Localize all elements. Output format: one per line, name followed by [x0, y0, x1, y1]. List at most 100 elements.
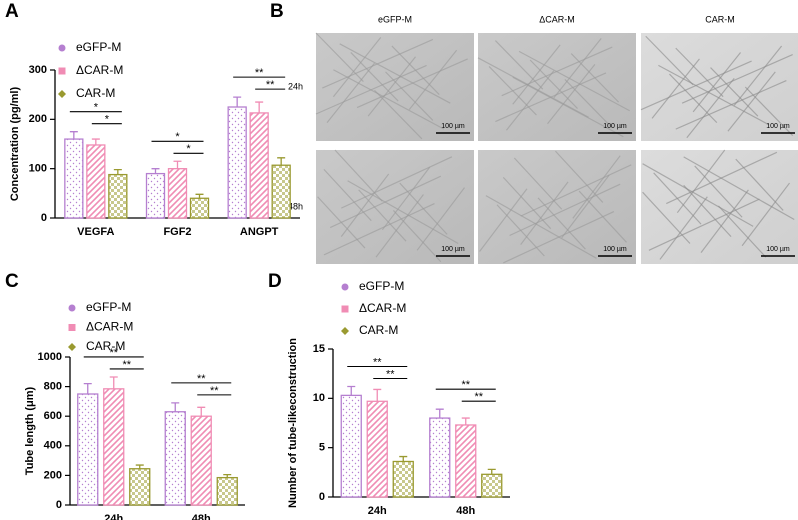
bar	[249, 112, 269, 219]
texture	[554, 150, 604, 203]
significance-label: **	[210, 385, 219, 397]
error-bar	[347, 385, 356, 396]
texture	[648, 198, 760, 251]
bar	[271, 164, 291, 219]
texture	[385, 71, 434, 121]
texture	[392, 210, 442, 263]
y-tick-label: 200	[44, 469, 62, 481]
texture	[356, 58, 468, 109]
bar	[167, 168, 188, 219]
legend-marker	[341, 283, 349, 291]
legend-label: eGFP-M	[86, 300, 131, 314]
error-bar	[233, 96, 242, 107]
texture	[479, 188, 528, 252]
bar	[64, 138, 84, 219]
texture	[741, 182, 790, 247]
bar	[481, 473, 503, 498]
significance-label: **	[109, 347, 118, 359]
row-label: 48h	[288, 201, 303, 211]
y-tick-label: 800	[44, 381, 62, 393]
texture	[408, 49, 458, 111]
texture	[683, 156, 795, 221]
texture	[564, 79, 613, 129]
texture	[553, 38, 602, 99]
error-bar	[399, 455, 408, 462]
row-label: 24h	[288, 81, 303, 91]
bar	[366, 400, 388, 498]
texture	[505, 70, 555, 131]
texture	[485, 195, 597, 259]
bar	[103, 388, 125, 506]
texture	[477, 57, 589, 118]
y-axis-label: Tube length (μm)	[24, 386, 36, 475]
texture	[367, 56, 417, 117]
error-bar	[373, 388, 382, 402]
texture	[529, 59, 578, 110]
texture	[692, 52, 742, 113]
significance-label: **	[255, 67, 264, 79]
texture	[694, 165, 743, 218]
error-bar	[151, 168, 160, 174]
texture	[735, 158, 784, 211]
panel-letter: B	[270, 1, 284, 22]
bar	[429, 417, 451, 498]
bar	[129, 468, 151, 506]
error-bar	[277, 157, 286, 166]
error-bar	[171, 402, 180, 412]
scale-bar-label: 100 µm	[441, 123, 465, 130]
y-tick-label: 100	[29, 163, 47, 175]
scale-bar-label: 100 µm	[603, 123, 627, 130]
texture	[686, 77, 735, 139]
bar	[455, 424, 477, 498]
legend-label: eGFP-M	[359, 279, 404, 293]
texture	[341, 156, 453, 209]
y-tick-label: 0	[56, 499, 62, 511]
significance-label: *	[186, 143, 191, 155]
y-tick-label: 5	[319, 442, 325, 454]
texture	[561, 174, 610, 239]
texture	[520, 181, 569, 245]
legend-label: CAR-M	[86, 339, 125, 353]
legend-marker	[58, 90, 66, 98]
scale-bar-label: 100 µm	[603, 246, 627, 253]
error-bar	[113, 169, 122, 175]
column-label: CAR-M	[705, 14, 735, 24]
significance-label: *	[175, 131, 180, 143]
significance-label: **	[197, 373, 206, 385]
x-tick-label: FGF2	[163, 226, 191, 238]
bar	[340, 394, 362, 498]
error-bar	[487, 468, 496, 475]
legend-marker	[341, 327, 349, 335]
texture	[681, 54, 793, 104]
error-bar	[69, 131, 78, 140]
texture	[503, 211, 615, 264]
legend-label: ΔCAR-M	[359, 301, 406, 315]
texture	[642, 163, 754, 227]
error-bar	[435, 408, 444, 419]
scale-bar-label: 100 µm	[441, 246, 465, 253]
texture	[547, 63, 596, 125]
scale-bar-label: 100 µm	[766, 123, 790, 130]
legend-label: ΔCAR-M	[86, 320, 133, 334]
x-tick-label: VEGFA	[77, 226, 114, 238]
texture	[340, 173, 390, 238]
column-label: eGFP-M	[378, 14, 412, 24]
texture	[717, 205, 767, 258]
error-bar	[91, 138, 100, 145]
panel-letter: A	[5, 1, 19, 22]
legend-marker	[58, 67, 66, 75]
x-tick-label: 24h	[104, 513, 123, 520]
bar	[145, 172, 166, 219]
significance-label: **	[266, 79, 275, 91]
texture	[520, 164, 632, 217]
significance-label: **	[373, 356, 382, 368]
x-tick-label: 24h	[368, 505, 387, 517]
legend-marker	[68, 304, 76, 312]
bar	[216, 476, 238, 506]
error-bar	[461, 417, 470, 425]
texture	[676, 149, 726, 214]
significance-label: **	[461, 379, 470, 391]
error-bar	[109, 376, 118, 389]
y-axis-label: Number of tube-likeconstruction	[287, 338, 299, 508]
